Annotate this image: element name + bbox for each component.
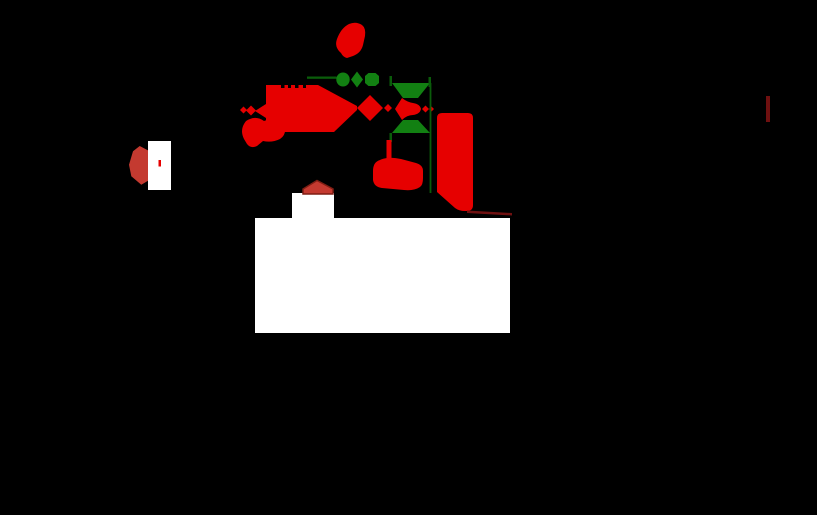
wedge-left[interactable] [255, 104, 266, 118]
funnel-tick-3 [295, 84, 299, 88]
marker-green-octagon[interactable] [365, 73, 379, 86]
popup-panel [255, 218, 510, 333]
maroon-bar-right-edge [766, 96, 770, 122]
funnel-tick-2 [288, 84, 291, 88]
region-blob-top[interactable] [336, 22, 366, 58]
whisker-cap-top-right [428, 77, 431, 87]
marker-diamond-mid[interactable] [384, 104, 392, 112]
green-row-line [307, 76, 337, 79]
marker-diamond-small-b[interactable] [246, 105, 256, 116]
maroon-edge-line [467, 210, 512, 216]
region-blob-left[interactable] [242, 117, 286, 148]
whisker-cap-top-left [389, 76, 392, 86]
label-box-left-red-tick [158, 160, 161, 167]
region-green-trapezoid-bottom[interactable] [392, 120, 430, 133]
region-arrow-blob[interactable] [395, 98, 421, 120]
marker-hexagon[interactable] [129, 146, 150, 185]
region-funnel-main[interactable] [266, 85, 357, 132]
funnel-tick-1 [281, 84, 285, 88]
marker-green-circle[interactable] [336, 72, 350, 87]
marker-green-diamond[interactable] [351, 71, 363, 88]
marker-diamond-tiny-a[interactable] [422, 105, 429, 113]
marker-diamond-small-a[interactable] [240, 106, 247, 114]
region-blob-mid[interactable] [373, 157, 423, 191]
red-connector-stub [386, 140, 392, 159]
marker-pentagon[interactable] [302, 179, 334, 195]
whisker-cap-bottom-left [389, 133, 392, 142]
label-box-house [292, 193, 334, 220]
region-bar-right[interactable] [437, 113, 473, 211]
green-vertical-line [429, 83, 432, 193]
funnel-tick-4 [303, 84, 306, 88]
region-green-trapezoid-top[interactable] [392, 83, 430, 98]
marker-diamond-big[interactable] [357, 95, 383, 121]
